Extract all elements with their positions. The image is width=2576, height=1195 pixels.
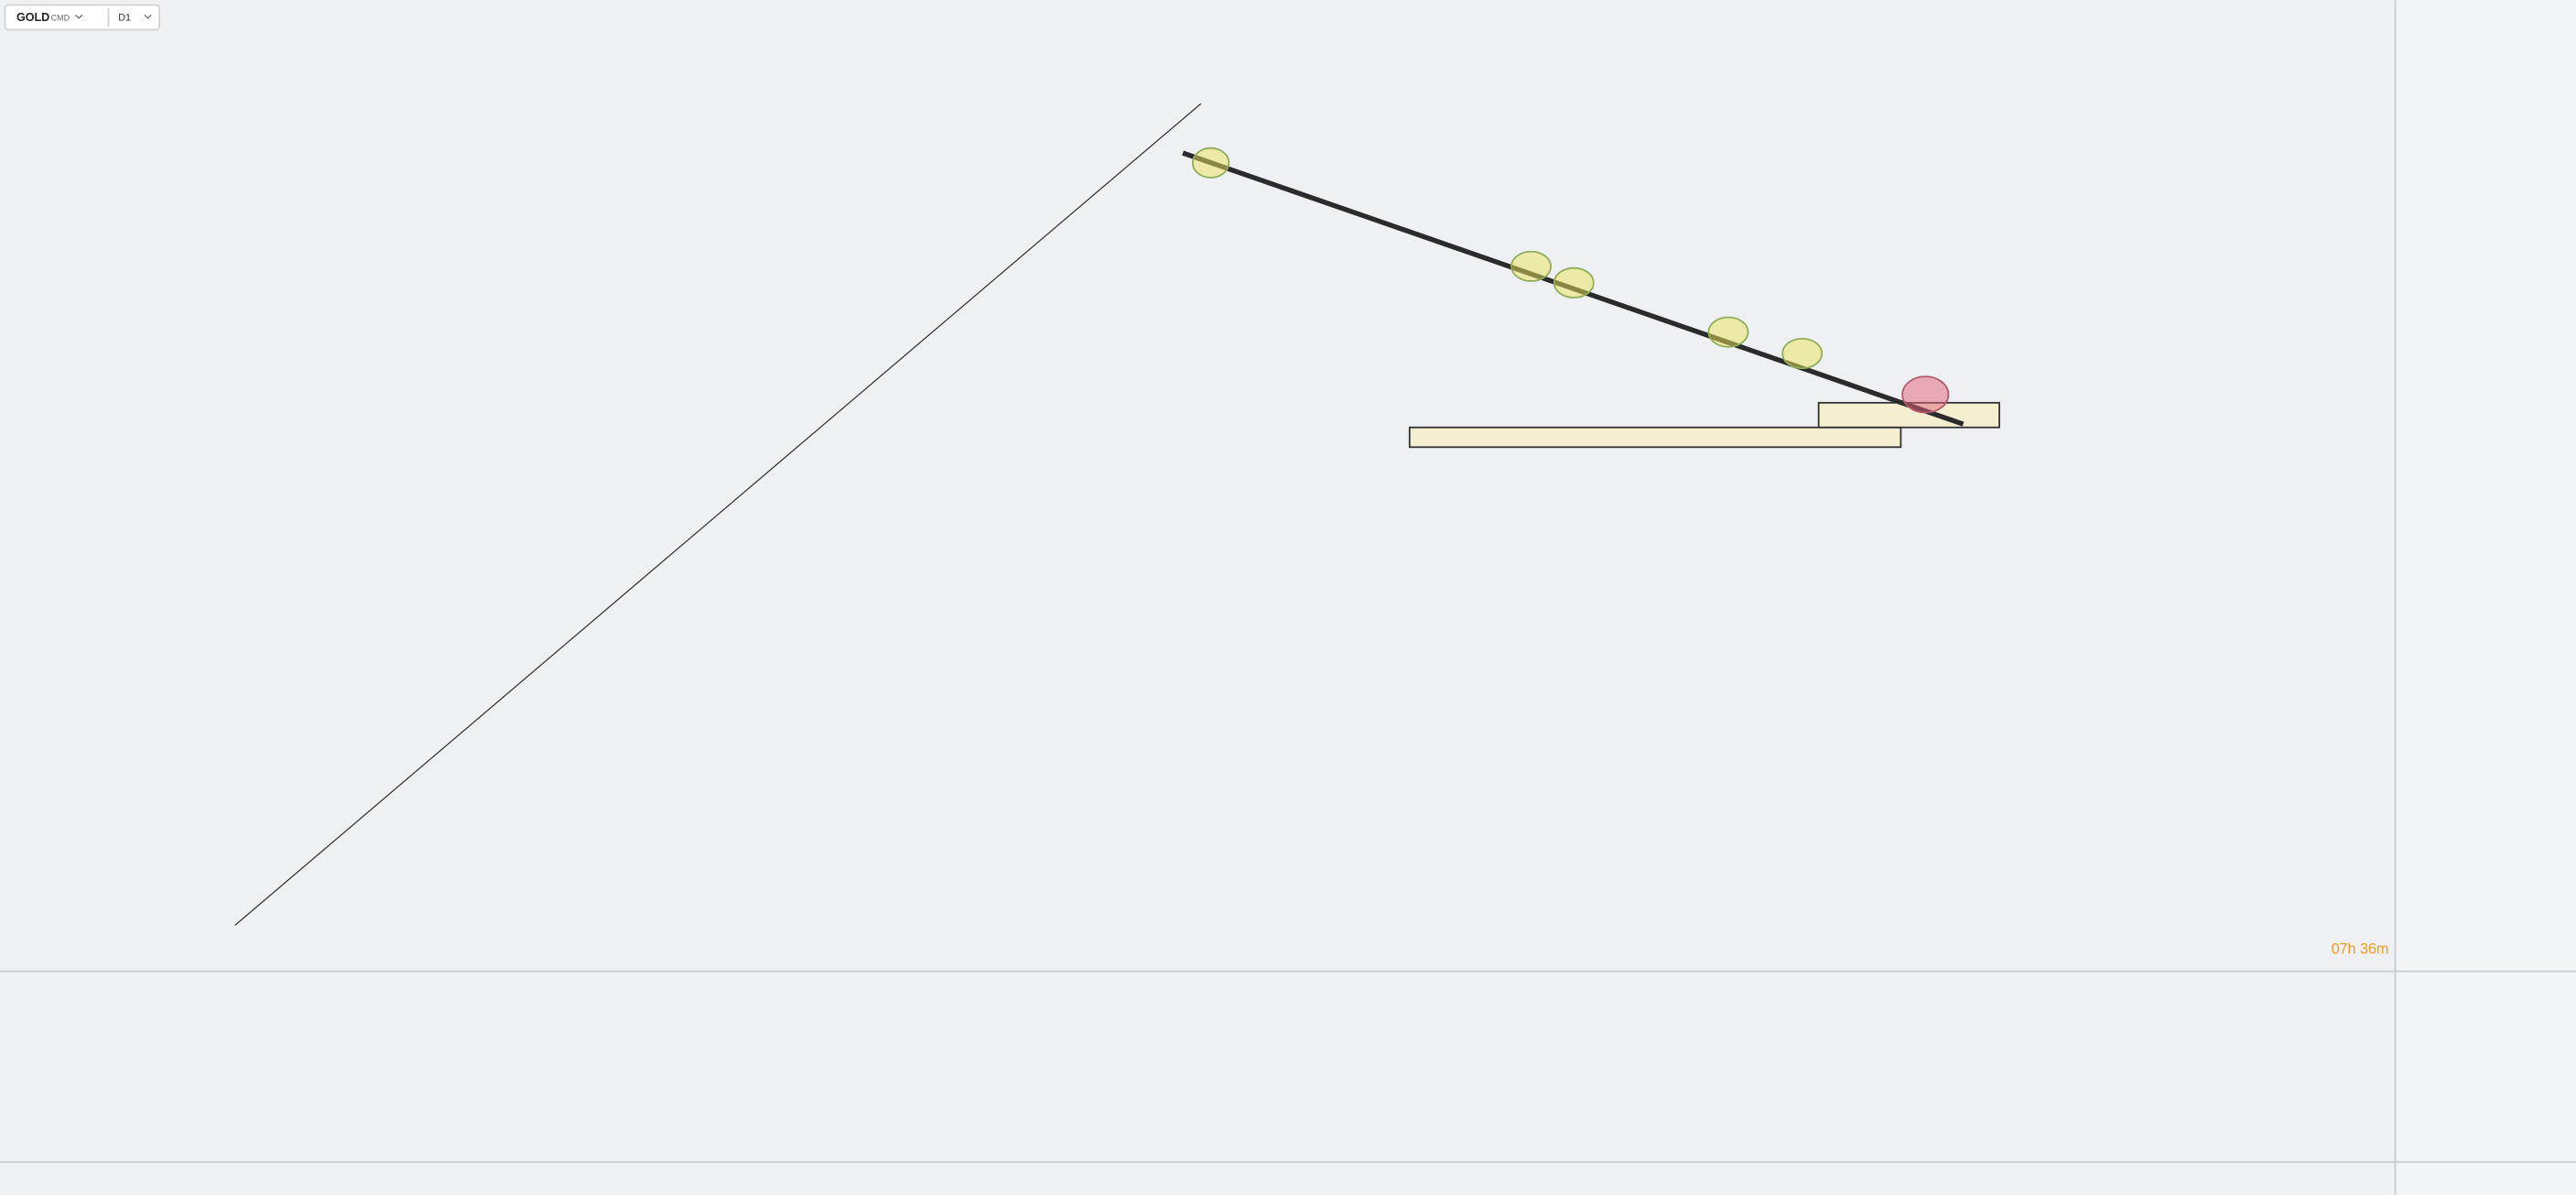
dropdown-arrow (144, 14, 152, 19)
fib-diagonal (234, 103, 1202, 927)
countdown: 07h 36m (2332, 941, 2389, 958)
support-zone (1408, 426, 1902, 449)
highlight (1553, 266, 1595, 299)
symbol: GOLD (16, 11, 49, 24)
market: CMD (51, 13, 70, 22)
interval[interactable]: D1 (118, 13, 131, 24)
highlight (1901, 375, 1950, 414)
drawings (234, 103, 2000, 927)
highlight (1192, 147, 1230, 179)
highlight (1781, 337, 1824, 370)
highlight (1707, 316, 1749, 348)
toolbar: GOLD CMD D1 (4, 4, 160, 31)
dropdown-arrow (75, 14, 83, 19)
highlight (1510, 250, 1553, 282)
price-axis-panel (2395, 0, 2576, 1195)
symbol-box[interactable] (4, 4, 160, 31)
